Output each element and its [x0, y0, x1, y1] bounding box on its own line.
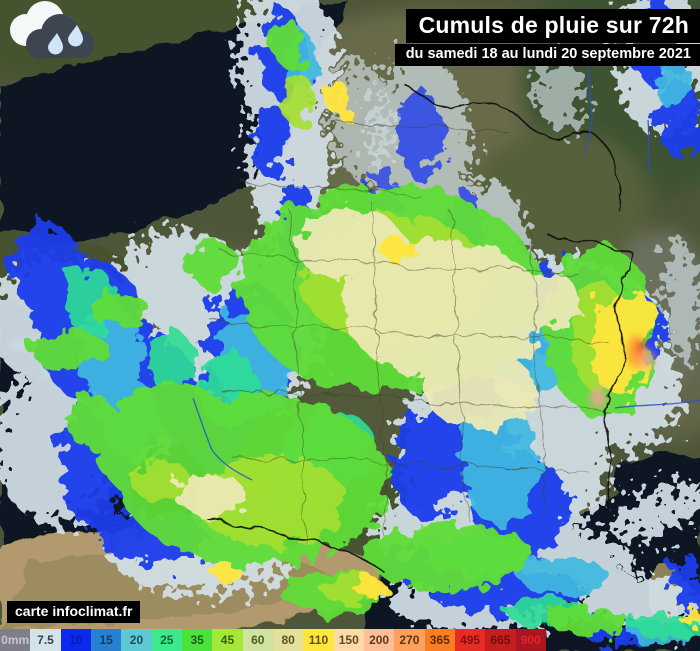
legend-cell-45: 45 — [212, 629, 243, 651]
precip-layer-yellow — [211, 82, 700, 625]
legend-cell-20: 20 — [121, 629, 152, 651]
precip-layer-hotspots — [590, 336, 654, 408]
map-subtitle: du samedi 18 au lundi 20 septembre 2021 — [394, 44, 700, 66]
precip-layer-cream — [175, 210, 580, 517]
legend-cell-150: 150 — [333, 629, 364, 651]
legend-cell-7.5: 7.5 — [30, 629, 61, 651]
map-country-borders — [207, 87, 635, 573]
legend-cell-80: 80 — [272, 629, 304, 651]
legend-cell-110: 110 — [303, 629, 334, 651]
legend-cell-25: 25 — [151, 629, 182, 651]
legend-cell-0: 0mm — [0, 629, 31, 651]
legend-cell-35: 35 — [181, 629, 213, 651]
legend-cell-15: 15 — [90, 629, 122, 651]
rain-cloud-icon — [10, 1, 94, 59]
legend-cell-200: 200 — [363, 629, 395, 651]
credit-label: carte infoclimat.fr — [7, 601, 141, 623]
legend-cell-365: 365 — [424, 629, 455, 651]
raindrops — [48, 25, 83, 55]
title-block: Cumuls de pluie sur 72h du samedi 18 au … — [394, 9, 700, 66]
map-title: Cumuls de pluie sur 72h — [405, 9, 700, 43]
legend-cell-495: 495 — [454, 629, 486, 651]
legend-cell-60: 60 — [242, 629, 273, 651]
map-department-borders — [209, 119, 611, 546]
precipitation-legend: 0mm 7.5 10 15 20 25 35 45 60 80 110 150 200 270 365 495… — [0, 629, 546, 651]
legend-cell-665: 665 — [485, 629, 516, 651]
legend-cell-900: 900 — [515, 629, 546, 651]
legend-cell-270: 270 — [394, 629, 425, 651]
legend-cell-10: 10 — [60, 629, 91, 651]
